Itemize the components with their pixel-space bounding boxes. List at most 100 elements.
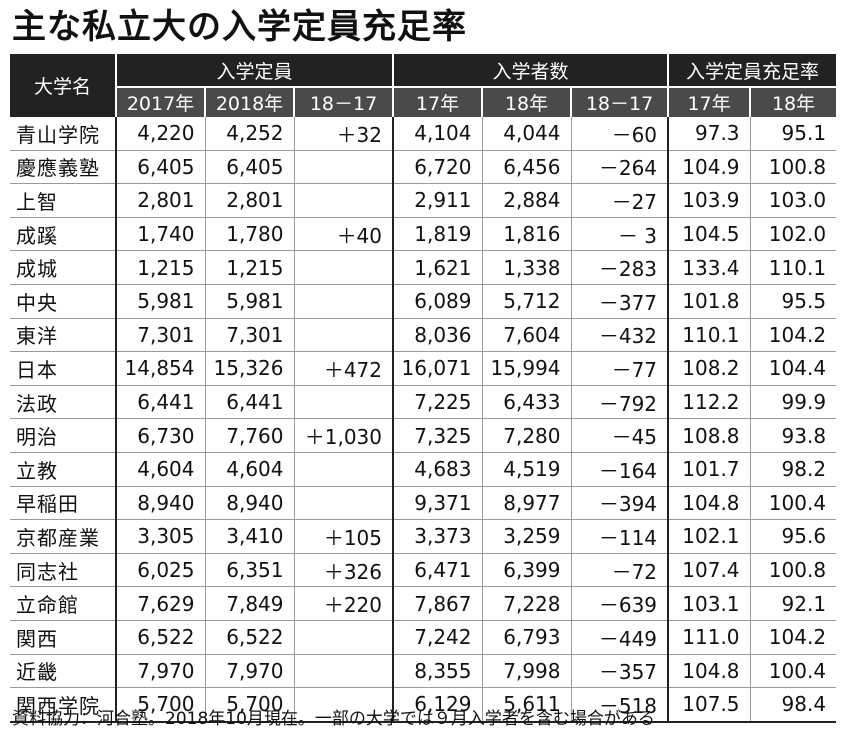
rate-18: 92.1 [750,586,837,621]
capacity-2017: 7,970 [116,654,206,689]
enrolled-17: 2,911 [393,183,483,218]
capacity-diff: ＋105 [294,519,395,554]
header-cap-diff: 18－17 [294,87,395,117]
capacity-2017: 3,305 [116,519,206,554]
enrolled-18: 3,259 [482,519,572,554]
enrolled-18: 2,884 [482,183,572,218]
university-name: 立教 [10,452,117,487]
capacity-2017: 2,801 [116,183,206,218]
enrolled-17: 1,819 [393,217,483,252]
rate-18: 103.0 [750,183,837,218]
university-name: 慶應義塾 [10,150,117,185]
enrolled-18: 8,977 [482,486,572,521]
university-name: 成蹊 [10,217,117,252]
enrolled-18: 15,994 [482,351,572,386]
university-name: 同志社 [10,553,117,588]
capacity-2018: 8,940 [205,486,295,521]
enrolled-17: 4,683 [393,452,483,487]
capacity-2017: 6,441 [116,385,206,420]
enrolled-18: 6,793 [482,620,572,655]
rate-18: 104.4 [750,351,837,386]
capacity-2018: 15,326 [205,351,295,386]
enrolled-17: 16,071 [393,351,483,386]
university-name: 中央 [10,284,117,319]
enrolled-diff: －264 [571,150,670,185]
rate-18: 100.4 [750,654,837,689]
rate-17: 112.2 [668,385,751,420]
rate-17: 97.3 [668,117,751,151]
capacity-2018: 1,780 [205,217,295,252]
rate-17: 104.9 [668,150,751,185]
header-enr-17: 17年 [393,87,484,117]
capacity-2018: 6,441 [205,385,295,420]
capacity-diff [294,620,395,655]
rate-17: 103.1 [668,586,751,621]
capacity-2017: 1,215 [116,250,206,285]
enrolled-18: 4,044 [482,117,572,151]
enrolled-18: 5,611 [482,687,572,723]
university-name: 上智 [10,183,117,218]
rate-18: 100.8 [750,150,837,185]
rate-18: 95.1 [750,117,837,151]
capacity-2018: 5,981 [205,284,295,319]
capacity-2017: 5,981 [116,284,206,319]
capacity-2017: 6,730 [116,418,206,453]
enrolled-17: 7,325 [393,418,483,453]
university-name: 法政 [10,385,117,420]
capacity-diff [294,183,395,218]
table-row: 東洋 7,301 7,301 8,036 7,604 －432 110.1 104.2 [10,318,837,353]
university-name: 成城 [10,250,117,285]
table-row: 日本 14,854 15,326 ＋472 16,071 15,994 －77 108.2 10… [10,351,837,386]
header-enr-18: 18年 [482,87,573,117]
capacity-2018: 7,849 [205,586,295,621]
capacity-2017: 8,940 [116,486,206,521]
enrolled-18: 1,338 [482,250,572,285]
capacity-diff: ＋472 [294,351,395,386]
enrolled-18: 6,433 [482,385,572,420]
header-enr-diff: 18－17 [571,87,670,117]
rate-18: 104.2 [750,318,837,353]
capacity-diff [294,250,395,285]
rate-17: 111.0 [668,620,751,655]
enrolled-17: 9,371 [393,486,483,521]
table-body: 青山学院 4,220 4,252 ＋32 4,104 4,044 －60 97.3 95.1 慶應… [10,117,837,723]
header-capacity: 入学定員 [116,54,395,88]
table-row: 明治 6,730 7,760 ＋1,030 7,325 7,280 －45 108.8 93.8 [10,418,837,453]
rate-18: 100.4 [750,486,837,521]
enrollment-table: 大学名 入学定員 入学者数 入学定員充足率 2017年 2018年 18－17 … [10,54,837,723]
enrolled-17: 4,104 [393,117,483,151]
header-enrolled: 入学者数 [393,54,670,88]
capacity-2018: 7,301 [205,318,295,353]
capacity-2018: 5,700 [205,687,295,723]
rate-18: 104.2 [750,620,837,655]
enrolled-17: 6,129 [393,687,483,723]
enrolled-17: 6,720 [393,150,483,185]
capacity-2018: 7,970 [205,654,295,689]
university-name: 立命館 [10,586,117,621]
enrolled-17: 1,621 [393,250,483,285]
header-rate: 入学定員充足率 [668,54,837,88]
header-rate-18: 18年 [750,87,837,117]
capacity-diff: ＋32 [294,117,395,151]
enrolled-18: 4,519 [482,452,572,487]
page-title: 主な私立大の入学定員充足率 [12,7,467,47]
enrolled-17: 3,373 [393,519,483,554]
university-name: 東洋 [10,318,117,353]
enrolled-17: 6,089 [393,284,483,319]
enrolled-diff: －518 [571,687,670,723]
enrolled-diff: －72 [571,553,670,588]
enrolled-17: 8,355 [393,654,483,689]
table-row: 慶應義塾 6,405 6,405 6,720 6,456 －264 104.9 100.8 [10,150,837,185]
capacity-diff [294,284,395,319]
enrolled-17: 6,471 [393,553,483,588]
capacity-2017: 4,604 [116,452,206,487]
capacity-2018: 2,801 [205,183,295,218]
rate-17: 101.7 [668,452,751,487]
table-row: 法政 6,441 6,441 7,225 6,433 －792 112.2 99.9 [10,385,837,420]
capacity-2017: 6,405 [116,150,206,185]
capacity-2017: 14,854 [116,351,206,386]
rate-17: 108.8 [668,418,751,453]
enrolled-17: 7,225 [393,385,483,420]
university-name: 青山学院 [10,117,117,151]
enrolled-diff: －164 [571,452,670,487]
